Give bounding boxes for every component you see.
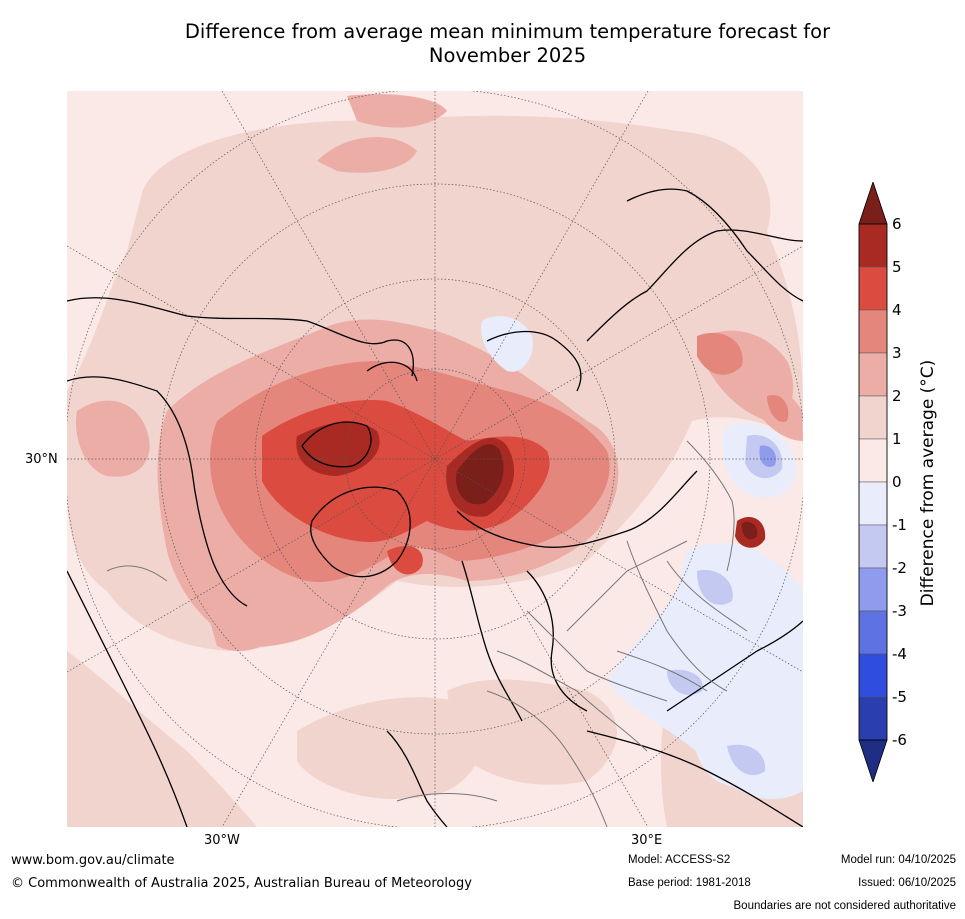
anomaly-minus-1-to-minus-2-region [667, 435, 783, 776]
colorbar-label: Difference from average (°C) [918, 359, 938, 607]
footer-model: Model: ACCESS-S2 [628, 854, 731, 866]
coastlines [67, 188, 803, 827]
anomaly-0-to-minus-1-region [481, 316, 803, 800]
colorbar-tick-label: 5 [892, 258, 902, 276]
colorbar-bin [858, 395, 888, 440]
colorbar-tick-label: 1 [892, 430, 902, 448]
map-title: Difference from average mean minimum tem… [0, 20, 965, 68]
colorbar-tick-label: -2 [892, 559, 907, 577]
colorbar-tick-label: 4 [892, 301, 902, 319]
colorbar-bin [858, 567, 888, 612]
lon-label-30e: 30°E [631, 833, 663, 848]
footer-disclaimer: Boundaries are not considered authoritat… [733, 900, 956, 912]
colorbar-tick-label: -6 [892, 731, 907, 749]
footer-model-run: Model run: 04/10/2025 [840, 854, 956, 866]
title-line-1: Difference from average mean minimum tem… [184, 20, 831, 43]
colorbar-tick-label: -3 [892, 602, 907, 620]
footer-copyright: © Commonwealth of Australia 2025, Austra… [11, 876, 472, 891]
colorbar-bin [858, 481, 888, 526]
colorbar-extend-min [858, 739, 888, 784]
colorbar-tick-label: 6 [892, 215, 902, 233]
footer-url[interactable]: www.bom.gov.au/climate [11, 853, 175, 868]
footer-base-period: Base period: 1981-2018 [628, 877, 751, 889]
colorbar-extend-max [858, 180, 888, 225]
colorbar-tick-label: 0 [892, 473, 902, 491]
colorbar-bin [858, 524, 888, 569]
anomaly-minus-2-to-minus-3-region [759, 445, 776, 467]
colorbar-bin [858, 266, 888, 311]
colorbar-tick-label: -5 [892, 688, 907, 706]
colorbar-tick-label: 2 [892, 387, 902, 405]
colorbar-bin [858, 610, 888, 655]
colorbar-bin [858, 653, 888, 698]
country-borders [106, 440, 748, 827]
colorbar-tick-label: 3 [892, 344, 902, 362]
colorbar-bin [858, 352, 888, 397]
colorbar-tick-label: -4 [892, 645, 907, 663]
colorbar: 6 5 4 3 2 1 0 -1 -2 -3 -4 -5 -6 [855, 180, 965, 784]
map-svg [67, 91, 803, 827]
colorbar-bin [858, 696, 888, 741]
colorbar-svg [858, 180, 888, 784]
lat-label-30n: 30°N [25, 452, 58, 467]
lon-label-30w: 30°W [204, 833, 240, 848]
title-line-2: November 2025 [428, 44, 587, 67]
forecast-map [67, 91, 803, 827]
footer-issued: Issued: 06/10/2025 [858, 877, 956, 889]
colorbar-bin [858, 309, 888, 354]
colorbar-bin [858, 223, 888, 268]
colorbar-bin [858, 438, 888, 483]
colorbar-outline [858, 223, 888, 741]
colorbar-tick-label: -1 [892, 516, 907, 534]
